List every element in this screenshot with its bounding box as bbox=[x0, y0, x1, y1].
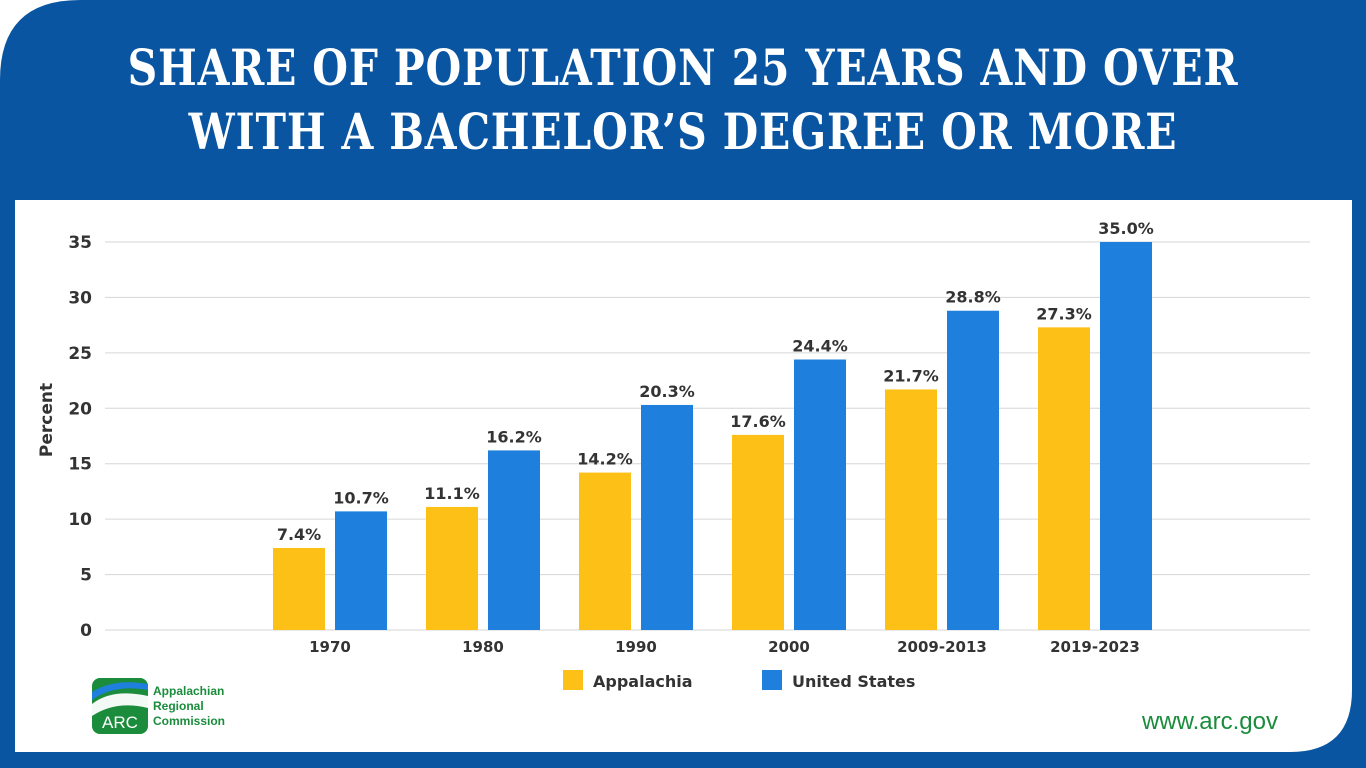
y-axis-label: Percent bbox=[37, 383, 57, 457]
y-tick-label: 20 bbox=[68, 399, 92, 419]
y-tick-label: 10 bbox=[68, 510, 92, 530]
x-tick-label: 2009-2013 bbox=[897, 638, 987, 656]
bar-united-states bbox=[947, 310, 999, 630]
logo-line-1: Appalachian bbox=[153, 684, 225, 698]
bar-appalachia bbox=[426, 506, 478, 630]
data-label: 17.6% bbox=[730, 412, 786, 431]
data-label: 14.2% bbox=[577, 450, 633, 469]
x-tick-label: 2019-2023 bbox=[1050, 638, 1140, 656]
legend-label-united-states: United States bbox=[792, 672, 915, 691]
y-tick-label: 35 bbox=[68, 233, 92, 253]
bar-united-states bbox=[335, 511, 387, 630]
bar-appalachia bbox=[1038, 327, 1090, 630]
data-label: 20.3% bbox=[639, 382, 695, 401]
bar-united-states bbox=[794, 359, 846, 630]
y-tick-label: 0 bbox=[80, 621, 92, 641]
data-label: 16.2% bbox=[486, 427, 542, 446]
x-tick-label: 1980 bbox=[462, 638, 504, 656]
y-tick-label: 5 bbox=[80, 566, 92, 586]
y-tick-label: 30 bbox=[68, 288, 92, 308]
data-label: 35.0% bbox=[1098, 219, 1154, 238]
bar-appalachia bbox=[579, 472, 631, 630]
y-tick-label: 25 bbox=[68, 344, 92, 364]
data-label: 11.1% bbox=[424, 484, 480, 503]
logo-line-3: Commission bbox=[153, 714, 226, 728]
data-label: 7.4% bbox=[277, 525, 321, 544]
website-link[interactable]: www.arc.gov bbox=[1141, 708, 1278, 735]
y-tick-label: 15 bbox=[68, 455, 92, 475]
bar-united-states bbox=[488, 450, 540, 630]
data-label: 10.7% bbox=[333, 488, 389, 507]
bar-appalachia bbox=[885, 389, 937, 630]
data-label: 24.4% bbox=[792, 337, 848, 356]
bar-united-states bbox=[1100, 242, 1152, 630]
data-label: 28.8% bbox=[945, 288, 1001, 307]
legend: Appalachia United States bbox=[563, 670, 915, 691]
x-tick-label: 1970 bbox=[309, 638, 351, 656]
chart-title-line-2: WITH A BACHELOR’S DEGREE OR MORE bbox=[188, 102, 1178, 161]
logo-mark-text: ARC bbox=[102, 713, 138, 732]
bar-appalachia bbox=[273, 547, 325, 630]
x-tick-label: 1990 bbox=[615, 638, 657, 656]
legend-swatch-united-states bbox=[762, 670, 782, 690]
data-label: 21.7% bbox=[883, 366, 939, 385]
bar-appalachia bbox=[732, 434, 784, 630]
arc-logo: ARC bbox=[92, 678, 148, 734]
chart-title-line-1: SHARE OF POPULATION 25 YEARS AND OVER bbox=[127, 38, 1239, 97]
logo-line-2: Regional bbox=[153, 699, 204, 713]
x-tick-label: 2000 bbox=[768, 638, 810, 656]
data-label: 27.3% bbox=[1036, 304, 1092, 323]
labels-layer: 0 5 10 15 20 25 30 35 7.4% 10.7% 1970 11.1% 16.2% 198… bbox=[68, 219, 1153, 656]
bars-layer bbox=[273, 242, 1152, 630]
legend-label-appalachia: Appalachia bbox=[593, 672, 693, 691]
legend-swatch-appalachia bbox=[563, 670, 583, 690]
bar-united-states bbox=[641, 404, 693, 630]
